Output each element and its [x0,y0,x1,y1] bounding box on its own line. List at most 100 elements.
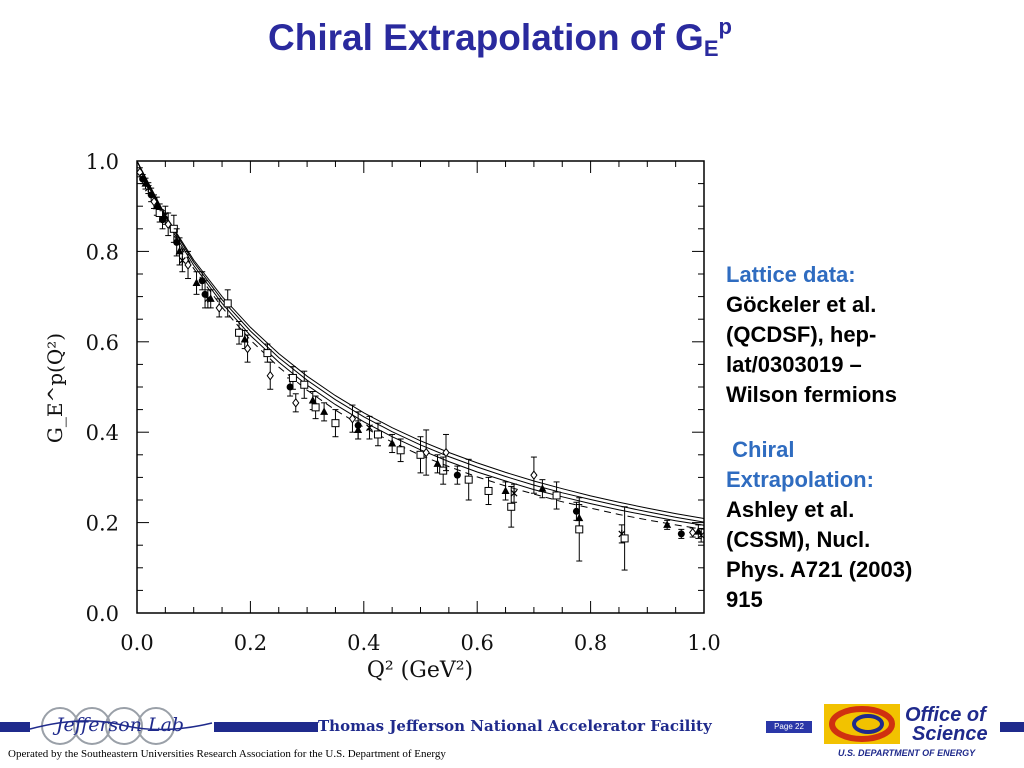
marker-square [288,373,297,382]
marker-circle [139,175,147,183]
y-tick-label: 0.8 [86,240,119,264]
chart: 0.0 0.2 0.4 0.6 0.8 1.0 0.0 0.2 0.4 0.6 0.8 1.0 Q² … [43,150,721,683]
marker-square [311,403,320,412]
marker-diamond [530,470,538,480]
marker-triangle [388,439,397,447]
jefferson-lab-logo [29,707,213,745]
marker-star [697,531,705,540]
data-point [689,527,697,538]
data-point [243,334,252,363]
data-point [464,458,473,501]
slide-title: Chiral Extrapolation of GEp [0,14,1000,62]
office-of-label: Office of [905,704,986,726]
data-point [223,289,232,318]
fit-curve-dashed [136,160,705,530]
data-point [235,320,244,345]
tick-labels: 0.0 0.2 0.4 0.6 0.8 1.0 0.0 0.2 0.4 0.6 0.8 1.0 [86,150,721,655]
data-point [396,438,405,463]
y-tick-label: 0.4 [86,421,119,445]
marker-triangle [175,246,184,255]
data-point [173,228,181,257]
data-point [366,415,373,440]
axis-ticks [136,160,705,614]
x-axis-label: Q² (GeV²) [367,658,473,683]
data-point [677,528,685,539]
marker-square [223,299,232,308]
facility-name: Thomas Jefferson National Accelerator Fa… [318,716,748,738]
data-point [175,237,184,266]
x-tick-label: 0.6 [460,631,493,655]
plot-frame [136,160,705,614]
data-point [510,483,518,503]
data-point [575,497,584,562]
marker-square [484,486,493,495]
data-point [354,420,363,440]
marker-square [396,446,405,455]
plot-border [136,160,705,614]
marker-star [510,489,518,498]
marker-triangle [308,396,317,404]
marker-diamond [348,413,357,424]
x-tick-label: 0.2 [234,631,267,655]
title-subscript: E [703,36,719,61]
marker-diamond [243,343,252,354]
lattice-line: lat/0303019 – [726,352,862,377]
data-point [416,436,425,474]
marker-triangle [354,425,363,433]
marker-triangle [433,459,442,467]
data-point [263,343,272,363]
marker-square [235,328,244,337]
y-tick-label: 0.0 [86,602,119,626]
marker-square [263,349,272,358]
data-point [538,479,547,499]
axis-titles: Q² (GeV²) G_E^p(Q²) [43,333,473,683]
marker-circle [173,238,181,246]
data-point [320,402,329,422]
marker-square [620,534,629,543]
marker-circle [159,216,167,224]
data-point [552,481,561,510]
marker-diamond [422,447,430,458]
marker-square [331,419,340,428]
lattice-line: Wilson fermions [726,382,897,407]
data-point [388,433,397,454]
x-tick-label: 0.8 [574,631,607,655]
marker-square [464,475,473,484]
chiral-heading-1: Chiral [726,437,795,462]
data-point [572,501,580,521]
data-point [292,393,300,413]
y-tick-label: 0.2 [86,512,119,536]
notes-panel: Lattice data: Göckeler et al. (QCDSF), h… [726,260,1016,615]
chiral-line: Ashley et al. [726,497,855,522]
fit-curves [136,160,705,530]
marker-star [366,423,373,432]
data-point [663,519,672,530]
data-point [422,429,430,476]
page-number: Page 22 [766,721,812,733]
marker-square [575,525,584,534]
marker-triangle [694,527,703,535]
data-point [373,422,382,447]
chiral-line: (CSSM), Nucl. [726,527,871,552]
data-point [453,465,461,485]
data-point [697,527,705,543]
marker-triangle [192,278,201,287]
marker-square [373,430,382,439]
x-tick-label: 0.0 [120,631,153,655]
marker-circle [677,530,685,538]
marker-triangle [152,201,161,210]
marker-square [300,380,309,389]
marker-diamond [184,260,192,270]
marker-star [178,256,186,265]
data-point [620,506,629,571]
data-point [192,271,201,295]
data-point [139,174,147,185]
data-point [159,210,167,230]
science-label: Science [912,723,988,745]
marker-circle [286,383,294,391]
data-point [501,481,510,501]
chiral-line: 915 [726,587,763,612]
marker-triangle [538,484,547,492]
us-doe-label: U.S. DEPARTMENT OF ENERGY [838,748,976,758]
x-tick-label: 1.0 [687,631,720,655]
